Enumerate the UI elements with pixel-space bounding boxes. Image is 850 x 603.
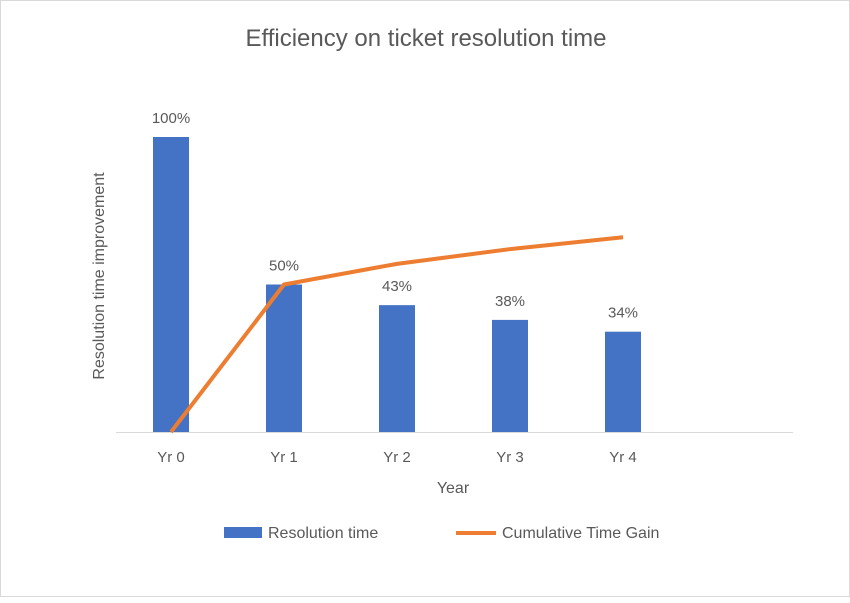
- data-label: 34%: [608, 305, 638, 322]
- bar-yr-1: [266, 285, 302, 433]
- data-label: 38%: [495, 293, 525, 310]
- legend-swatch-bar: [224, 527, 262, 538]
- x-tick-label: Yr 3: [496, 449, 524, 466]
- bar-yr-4: [605, 332, 641, 432]
- x-tick-label: Yr 4: [609, 449, 637, 466]
- x-tick-label: Yr 0: [157, 449, 185, 466]
- data-label: 100%: [152, 110, 190, 127]
- x-tick-label: Yr 2: [383, 449, 411, 466]
- legend-label-line: Cumulative Time Gain: [502, 525, 659, 542]
- x-tick-label: Yr 1: [270, 449, 298, 466]
- bar-yr-2: [379, 305, 415, 432]
- bar-yr-3: [492, 320, 528, 432]
- x-axis-label: Year: [437, 480, 470, 497]
- chart-title: Efficiency on ticket resolution time: [245, 25, 606, 52]
- legend-label-bar: Resolution time: [268, 525, 378, 542]
- data-label: 50%: [269, 258, 299, 275]
- data-label: 43%: [382, 278, 412, 295]
- bar-yr-0: [153, 137, 189, 432]
- y-axis-label: Resolution time improvement: [91, 172, 108, 380]
- legend: Resolution time Cumulative Time Gain: [224, 525, 659, 542]
